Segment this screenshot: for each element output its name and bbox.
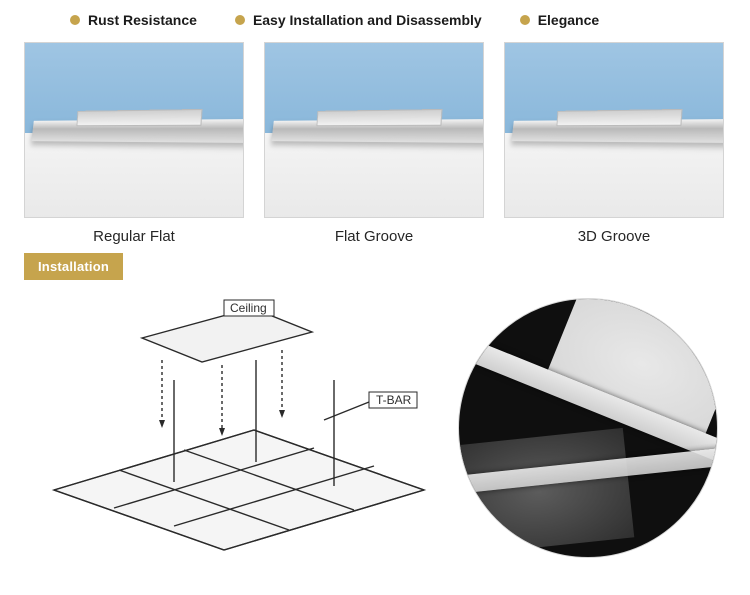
diagram-label-tbar: T-BAR	[376, 393, 412, 407]
thumb-card: 3D Groove	[504, 42, 724, 245]
bullet-icon	[70, 15, 80, 25]
feature-elegance: Elegance	[538, 12, 599, 28]
feature-rust: Rust Resistance	[88, 12, 197, 28]
thumb-caption: Flat Groove	[335, 228, 413, 245]
feature-row: Rust Resistance Easy Installation and Di…	[0, 0, 750, 42]
lower-section: Ceiling T-BAR	[0, 280, 750, 590]
bullet-icon	[520, 15, 530, 25]
bullet-icon	[235, 15, 245, 25]
installation-badge: Installation	[24, 253, 123, 280]
thumb-caption: Regular Flat	[93, 228, 175, 245]
feature-easy: Easy Installation and Disassembly	[253, 12, 482, 28]
thumb-image-regular-flat	[24, 42, 244, 218]
circle-photo	[458, 298, 718, 558]
installation-diagram: Ceiling T-BAR	[24, 290, 444, 590]
diagram-label-ceiling: Ceiling	[230, 301, 267, 315]
thumb-image-3d-groove	[504, 42, 724, 218]
thumb-card: Regular Flat	[24, 42, 244, 245]
thumb-caption: 3D Groove	[578, 228, 651, 245]
thumb-card: Flat Groove	[264, 42, 484, 245]
thumb-image-flat-groove	[264, 42, 484, 218]
thumbnail-row: Regular Flat Flat Groove 3D Groove	[0, 42, 750, 245]
